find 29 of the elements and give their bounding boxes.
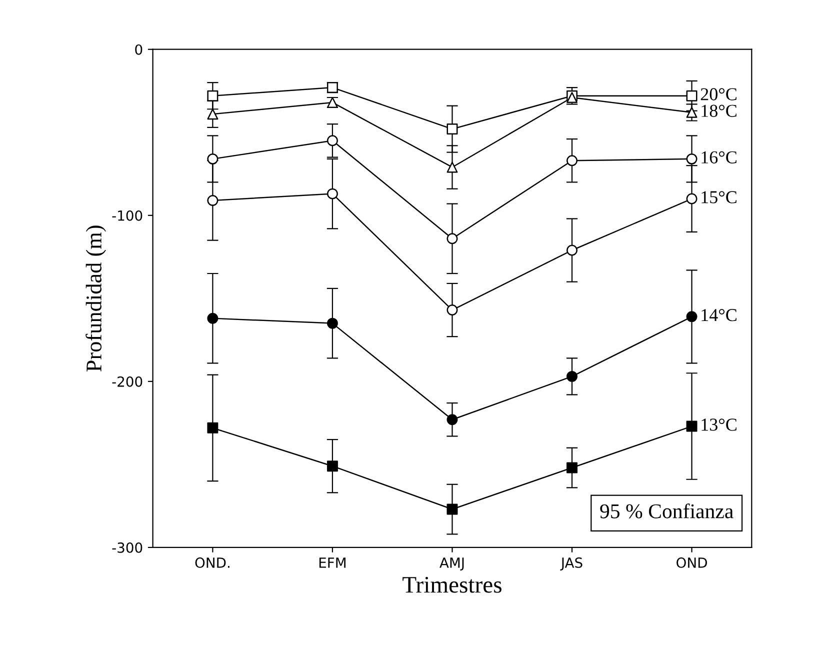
x-axis-title: Trimestres [402, 576, 502, 593]
point [446, 504, 458, 515]
point [686, 420, 698, 432]
y-tick-label: 0 [135, 44, 142, 55]
series-label: 13°C [702, 418, 736, 431]
y-tick-label: -100 [112, 210, 142, 221]
point [326, 460, 338, 472]
y-tick-label: -300 [112, 542, 142, 553]
x-tick-label: OND. [195, 557, 230, 568]
x-tick-label: OND [676, 557, 707, 568]
annotation: 95 % Confianza [600, 503, 734, 518]
series-label: 16°C [702, 151, 736, 164]
point [207, 90, 218, 102]
x-tick-label: JAS [560, 557, 582, 571]
point [686, 90, 698, 102]
point [207, 422, 218, 434]
series-label: 20°C [700, 88, 736, 100]
series-label: 15°C [702, 191, 736, 204]
y-axis-title: Profundidad (m) [86, 226, 106, 372]
point [686, 106, 698, 118]
y-tick-label: -200 [112, 376, 142, 387]
x-tick-label: AMJ [440, 558, 464, 571]
series-label: 18°C [702, 104, 736, 117]
series-label: 14°C [702, 309, 736, 322]
point [446, 162, 458, 173]
x-tick-label: EFM [319, 558, 346, 568]
point [446, 124, 458, 135]
point [207, 108, 218, 120]
point [566, 462, 578, 474]
